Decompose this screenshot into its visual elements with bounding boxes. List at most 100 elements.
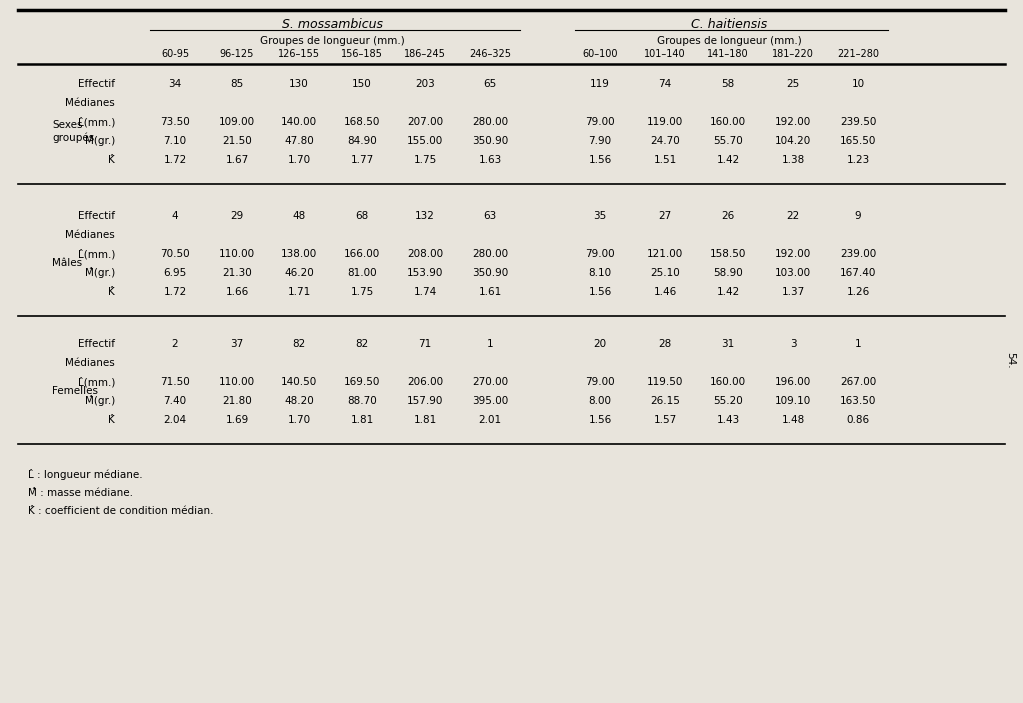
Text: 280.00: 280.00 xyxy=(472,249,508,259)
Text: 1: 1 xyxy=(854,339,861,349)
Text: 31: 31 xyxy=(721,339,735,349)
Text: Mâles: Mâles xyxy=(52,259,82,269)
Text: 71.50: 71.50 xyxy=(161,377,190,387)
Text: 60-95: 60-95 xyxy=(161,49,189,59)
Text: Femelles: Femelles xyxy=(52,387,98,396)
Text: 119.50: 119.50 xyxy=(647,377,683,387)
Text: 1.77: 1.77 xyxy=(350,155,373,165)
Text: 110.00: 110.00 xyxy=(219,249,255,259)
Text: 350.90: 350.90 xyxy=(472,268,508,278)
Text: 54.: 54. xyxy=(1005,352,1015,368)
Text: 1.37: 1.37 xyxy=(782,287,805,297)
Text: 207.00: 207.00 xyxy=(407,117,443,127)
Text: 1.46: 1.46 xyxy=(654,287,676,297)
Text: 121.00: 121.00 xyxy=(647,249,683,259)
Text: 158.50: 158.50 xyxy=(710,249,746,259)
Text: 46.20: 46.20 xyxy=(284,268,314,278)
Text: 1.66: 1.66 xyxy=(225,287,249,297)
Text: 20: 20 xyxy=(593,339,607,349)
Text: 160.00: 160.00 xyxy=(710,377,746,387)
Text: 1.71: 1.71 xyxy=(287,287,311,297)
Text: 29: 29 xyxy=(230,211,243,221)
Text: 141–180: 141–180 xyxy=(707,49,749,59)
Text: 96-125: 96-125 xyxy=(220,49,254,59)
Text: Médianes: Médianes xyxy=(65,358,115,368)
Text: 208.00: 208.00 xyxy=(407,249,443,259)
Text: 48: 48 xyxy=(293,211,306,221)
Text: 58.90: 58.90 xyxy=(713,268,743,278)
Text: 1.56: 1.56 xyxy=(588,287,612,297)
Text: 26: 26 xyxy=(721,211,735,221)
Text: 1.69: 1.69 xyxy=(225,415,249,425)
Text: 1: 1 xyxy=(487,339,493,349)
Text: 1.74: 1.74 xyxy=(413,287,437,297)
Text: 153.90: 153.90 xyxy=(407,268,443,278)
Text: 24.70: 24.70 xyxy=(651,136,680,146)
Text: 1.42: 1.42 xyxy=(716,287,740,297)
Text: 1.67: 1.67 xyxy=(225,155,249,165)
Text: 1.75: 1.75 xyxy=(350,287,373,297)
Text: 88.70: 88.70 xyxy=(347,396,376,406)
Text: 55.20: 55.20 xyxy=(713,396,743,406)
Text: L̂ : longueur médiane.: L̂ : longueur médiane. xyxy=(28,470,142,480)
Text: 7.40: 7.40 xyxy=(164,396,186,406)
Text: Sexes
groupés: Sexes groupés xyxy=(52,120,94,143)
Text: 9: 9 xyxy=(854,211,861,221)
Text: 156–185: 156–185 xyxy=(341,49,383,59)
Text: 4: 4 xyxy=(172,211,178,221)
Text: 27: 27 xyxy=(659,211,672,221)
Text: 79.00: 79.00 xyxy=(585,249,615,259)
Text: 192.00: 192.00 xyxy=(774,117,811,127)
Text: 71: 71 xyxy=(418,339,432,349)
Text: 103.00: 103.00 xyxy=(775,268,811,278)
Text: 1.57: 1.57 xyxy=(654,415,676,425)
Text: 2.01: 2.01 xyxy=(479,415,501,425)
Text: S. mossambicus: S. mossambicus xyxy=(282,18,383,30)
Text: Effectif: Effectif xyxy=(78,79,115,89)
Text: 58: 58 xyxy=(721,79,735,89)
Text: 1.56: 1.56 xyxy=(588,155,612,165)
Text: 26.15: 26.15 xyxy=(650,396,680,406)
Text: 1.72: 1.72 xyxy=(164,155,186,165)
Text: 1.48: 1.48 xyxy=(782,415,805,425)
Text: 270.00: 270.00 xyxy=(472,377,508,387)
Text: 81.00: 81.00 xyxy=(347,268,376,278)
Text: 60–100: 60–100 xyxy=(582,49,618,59)
Text: L̂(mm.): L̂(mm.) xyxy=(78,117,115,127)
Text: 167.40: 167.40 xyxy=(840,268,876,278)
Text: Groupes de longueur (mm.): Groupes de longueur (mm.) xyxy=(657,36,801,46)
Text: 109.10: 109.10 xyxy=(774,396,811,406)
Text: 1.63: 1.63 xyxy=(479,155,501,165)
Text: 1.75: 1.75 xyxy=(413,155,437,165)
Text: 7.90: 7.90 xyxy=(588,136,612,146)
Text: 165.50: 165.50 xyxy=(840,136,876,146)
Text: Médianes: Médianes xyxy=(65,230,115,240)
Text: 22: 22 xyxy=(787,211,800,221)
Text: 239.50: 239.50 xyxy=(840,117,876,127)
Text: 192.00: 192.00 xyxy=(774,249,811,259)
Text: 68: 68 xyxy=(355,211,368,221)
Text: 160.00: 160.00 xyxy=(710,117,746,127)
Text: Groupes de longueur (mm.): Groupes de longueur (mm.) xyxy=(260,36,405,46)
Text: 169.50: 169.50 xyxy=(344,377,381,387)
Text: L̂(mm.): L̂(mm.) xyxy=(78,249,115,259)
Text: 1.56: 1.56 xyxy=(588,415,612,425)
Text: 119: 119 xyxy=(590,79,610,89)
Text: 25.10: 25.10 xyxy=(651,268,680,278)
Text: 150: 150 xyxy=(352,79,372,89)
Text: 1.81: 1.81 xyxy=(413,415,437,425)
Text: C. haitiensis: C. haitiensis xyxy=(691,18,767,30)
Text: M̂(gr.): M̂(gr.) xyxy=(85,396,115,406)
Text: 132: 132 xyxy=(415,211,435,221)
Text: 85: 85 xyxy=(230,79,243,89)
Text: 126–155: 126–155 xyxy=(278,49,320,59)
Text: 166.00: 166.00 xyxy=(344,249,381,259)
Text: 1.70: 1.70 xyxy=(287,155,311,165)
Text: 101–140: 101–140 xyxy=(644,49,685,59)
Text: 63: 63 xyxy=(484,211,496,221)
Text: 1.61: 1.61 xyxy=(479,287,501,297)
Text: 79.00: 79.00 xyxy=(585,117,615,127)
Text: 1.43: 1.43 xyxy=(716,415,740,425)
Text: 10: 10 xyxy=(851,79,864,89)
Text: 34: 34 xyxy=(169,79,182,89)
